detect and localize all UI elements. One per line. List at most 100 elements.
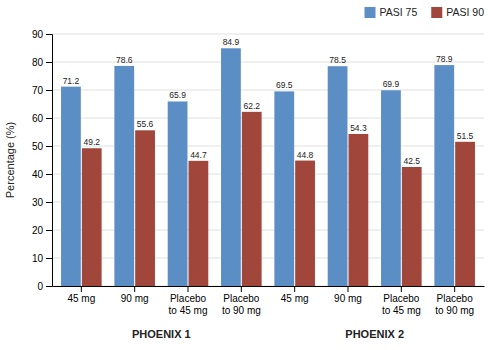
data-label: 78.5 [329,55,346,65]
y-tick: 0 [37,281,52,292]
bar [274,91,294,286]
x-tick: Placeboto 90 mg [222,286,261,316]
y-tick-mark [46,90,52,91]
legend-label: PASI 90 [446,6,484,18]
x-tick-label-line: to 90 mg [222,305,261,316]
x-tick-mark [241,286,242,292]
x-tick-label-line: Placebo [437,293,474,304]
x-tick-label: 90 mg [334,293,362,304]
x-tick-mark [294,286,295,292]
y-tick-label: 30 [32,197,44,208]
y-tick-mark [46,286,52,287]
y-tick-label: 20 [32,225,44,236]
category-groups: PHOENIX 1PHOENIX 2 [132,328,404,340]
y-tick-label: 60 [32,113,44,124]
y-tick: 20 [32,225,52,236]
y-tick: 90 [32,29,52,40]
legend-swatch [365,7,376,18]
y-axis-line [46,35,53,287]
data-label: 84.9 [223,37,240,47]
y-tick-mark [46,62,52,63]
x-tick-label-line: 90 mg [121,293,149,304]
data-label: 78.9 [436,54,453,64]
x-tick-label: Placeboto 45 mg [382,293,421,316]
x-tick: Placeboto 45 mg [382,286,421,316]
x-tick: 90 mg [121,286,149,304]
y-tick: 80 [32,57,52,68]
y-tick: 10 [32,253,52,264]
y-tick-label: 50 [32,141,44,152]
y-tick-mark [46,34,52,35]
bar [135,130,155,286]
bar [434,65,454,286]
bar [349,134,369,286]
x-tick-label-line: 45 mg [67,293,95,304]
data-label: 78.6 [116,55,133,65]
plot-area: 71.278.665.984.969.578.569.978.949.255.6… [4,6,485,340]
y-tick-label: 0 [37,281,43,292]
y-tick: 60 [32,113,52,124]
legend-swatch [431,7,442,18]
y-tick-mark [46,230,52,231]
x-tick-label: 45 mg [281,293,309,304]
chart-container: 71.278.665.984.969.578.569.978.949.255.6… [0,0,500,350]
data-label: 51.5 [457,131,474,141]
x-tick-label-line: Placebo [223,293,260,304]
legend-item: PASI 90 [431,6,484,18]
y-tick-label: 40 [32,169,44,180]
x-axis: 45 mg90 mgPlaceboto 45 mgPlaceboto 90 mg… [53,286,485,316]
x-tick-label-line: Placebo [383,293,420,304]
bar [82,148,102,286]
grid [52,34,484,286]
y-tick-label: 70 [32,85,44,96]
x-tick-label-line: 45 mg [281,293,309,304]
x-tick-label: 90 mg [121,293,149,304]
bar-series [61,48,454,286]
grid-line [52,34,484,35]
chart-svg: 71.278.665.984.969.578.569.978.949.255.6… [0,0,500,350]
y-tick-mark [46,146,52,147]
x-tick-label: Placeboto 45 mg [169,293,208,316]
data-label: 49.2 [83,137,100,147]
y-tick: 40 [32,169,52,180]
data-labels: 71.278.665.984.969.578.569.978.949.255.6… [63,37,474,166]
x-tick: 45 mg [281,286,309,304]
bar [114,66,134,286]
data-label: 65.9 [169,90,186,100]
x-tick-label-line: to 45 mg [169,305,208,316]
data-label: 44.8 [297,150,314,160]
data-label: 69.5 [276,80,293,90]
bar [189,161,209,286]
x-tick-mark [188,286,189,292]
bar-series [82,112,475,286]
data-label: 69.9 [383,79,400,89]
y-tick-label: 80 [32,57,44,68]
legend-label: PASI 75 [380,6,418,18]
x-tick: 45 mg [67,286,95,304]
x-tick-mark [348,286,349,292]
x-tick-mark [81,286,82,292]
x-tick-mark [454,286,455,292]
bar [455,142,475,286]
x-tick-label: Placeboto 90 mg [435,293,474,316]
bar [168,101,188,286]
x-tick-label-line: to 90 mg [435,305,474,316]
y-tick-mark [46,118,52,119]
x-tick-label-line: to 45 mg [382,305,421,316]
x-tick-label-line: Placebo [170,293,207,304]
data-label: 44.7 [190,150,207,160]
bar [402,167,422,286]
bar [295,161,315,286]
x-tick-label-line: 90 mg [334,293,362,304]
data-label: 55.6 [137,119,154,129]
x-axis-line [53,286,485,287]
y-tick: 50 [32,141,52,152]
bar [328,66,348,286]
bar [381,90,401,286]
category-group-label: PHOENIX 1 [132,328,191,340]
bars [61,48,475,286]
x-tick: Placeboto 45 mg [169,286,208,316]
x-tick-mark [134,286,135,292]
x-tick-mark [401,286,402,292]
bar [221,48,241,286]
